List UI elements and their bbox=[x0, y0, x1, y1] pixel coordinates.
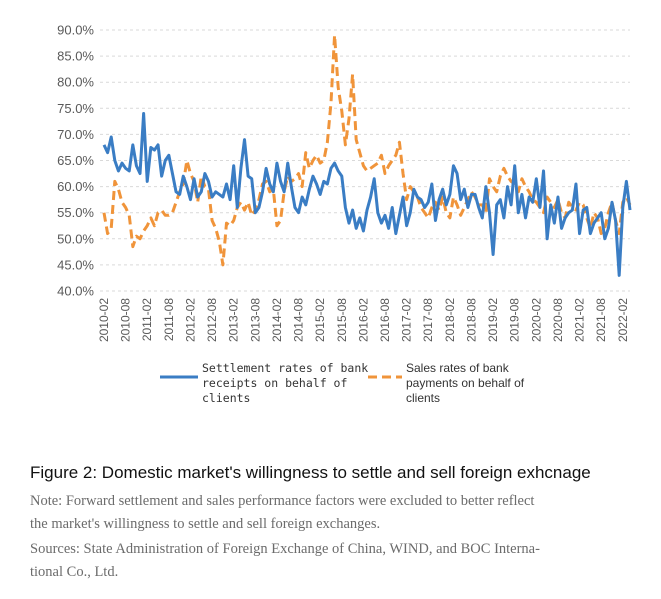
x-tick-label-18: 2019-02 bbox=[486, 298, 500, 342]
legend-label-settlement-line3: clients bbox=[202, 391, 250, 405]
x-tick-label-9: 2014-08 bbox=[292, 298, 306, 342]
x-tick-label-5: 2012-08 bbox=[205, 298, 219, 342]
x-tick-label-8: 2014-02 bbox=[270, 298, 284, 342]
legend-label-sales-line3: clients bbox=[406, 391, 440, 405]
x-tick-label-17: 2018-08 bbox=[464, 298, 478, 342]
x-tick-label-11: 2015-08 bbox=[335, 298, 349, 342]
x-tick-label-1: 2010-08 bbox=[119, 298, 133, 342]
series-line-settlement bbox=[102, 112, 632, 277]
figure-sources-line1: Sources: State Administration of Foreign… bbox=[30, 541, 540, 557]
x-axis-tick-labels: 2010-02 2010-08 2011-02 2011-08 2012-02 2012-… bbox=[97, 298, 630, 342]
x-tick-label-6: 2013-02 bbox=[227, 298, 241, 342]
x-tick-label-0: 2010-02 bbox=[97, 298, 111, 342]
y-tick-label-7: 55.0% bbox=[57, 205, 94, 220]
x-tick-label-7: 2013-08 bbox=[248, 298, 262, 342]
x-tick-label-13: 2016-08 bbox=[378, 298, 392, 342]
x-tick-label-4: 2012-02 bbox=[183, 298, 197, 342]
x-tick-label-19: 2019-08 bbox=[508, 298, 522, 342]
legend-label-sales-line2: payments on behalf of bbox=[406, 376, 525, 390]
series-lines bbox=[102, 33, 632, 277]
legend: Settlement rates of bank receipts on beh… bbox=[160, 361, 525, 405]
x-tick-label-20: 2020-02 bbox=[529, 298, 543, 342]
y-tick-label-8: 50.0% bbox=[57, 231, 94, 246]
x-tick-label-3: 2011-08 bbox=[162, 298, 176, 341]
legend-label-sales-line1: Sales rates of bank bbox=[406, 361, 510, 375]
series-line-sales bbox=[102, 33, 632, 267]
y-tick-label-10: 40.0% bbox=[57, 284, 94, 299]
figure-title: Figure 2: Domestic market's willingness … bbox=[30, 463, 591, 482]
y-tick-label-0: 90.0% bbox=[57, 23, 94, 38]
y-axis-tick-labels: 90.0% 85.0% 80.0% 75.0% 70.0% 65.0% 60.0% 55.0%… bbox=[57, 23, 94, 299]
x-tick-label-14: 2017-02 bbox=[400, 298, 414, 342]
y-tick-label-5: 65.0% bbox=[57, 153, 94, 168]
x-tick-label-12: 2016-02 bbox=[356, 298, 370, 342]
y-tick-label-1: 85.0% bbox=[57, 49, 94, 64]
figure-note-line1: Note: Forward settlement and sales perfo… bbox=[30, 493, 535, 509]
x-tick-label-21: 2020-08 bbox=[551, 298, 565, 342]
x-tick-label-24: 2022-02 bbox=[616, 298, 630, 342]
figure-sources-line2: tional Co., Ltd. bbox=[30, 564, 119, 580]
line-chart: 90.0% 85.0% 80.0% 75.0% 70.0% 65.0% 60.0% 55.0%… bbox=[57, 23, 632, 405]
y-tick-label-2: 80.0% bbox=[57, 75, 94, 90]
y-tick-label-4: 70.0% bbox=[57, 127, 94, 142]
gridlines bbox=[100, 29, 630, 292]
x-tick-label-15: 2017-08 bbox=[421, 298, 435, 342]
y-tick-label-6: 60.0% bbox=[57, 179, 94, 194]
legend-label-settlement-line2: receipts on behalf of bbox=[202, 376, 347, 390]
x-tick-label-10: 2015-02 bbox=[313, 298, 327, 342]
x-tick-label-2: 2011-02 bbox=[140, 298, 154, 341]
legend-label-settlement-line1: Settlement rates of bank bbox=[202, 361, 368, 375]
y-tick-label-3: 75.0% bbox=[57, 101, 94, 116]
x-tick-label-22: 2021-02 bbox=[573, 298, 587, 342]
x-tick-label-16: 2018-02 bbox=[443, 298, 457, 342]
figure-note-line2: the market's willingness to settle and s… bbox=[30, 516, 381, 532]
y-tick-label-9: 45.0% bbox=[57, 257, 94, 272]
x-tick-label-23: 2021-08 bbox=[594, 298, 608, 342]
